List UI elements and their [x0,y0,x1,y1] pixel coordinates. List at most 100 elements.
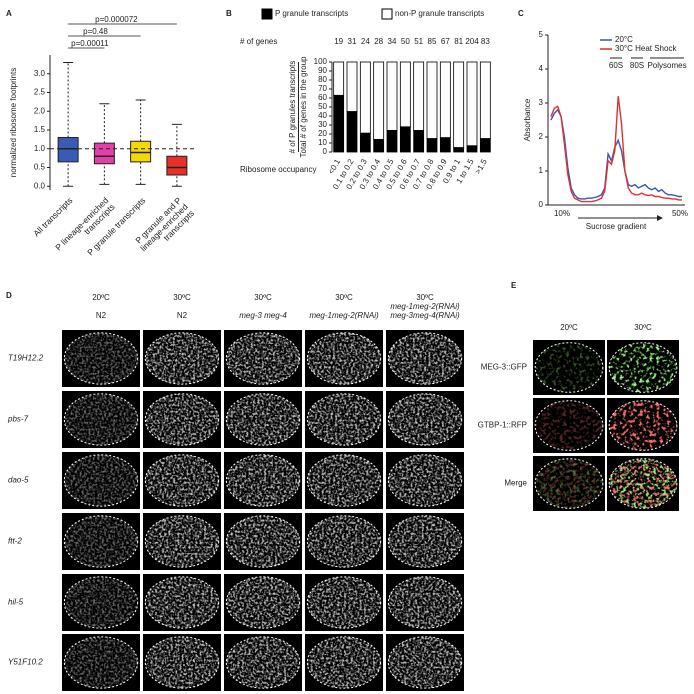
fraction-label: 80S [630,61,644,70]
embryo-outline [306,332,382,385]
bar-segment [479,61,491,139]
embryo-outline [387,393,463,446]
row-gene: T19H12.2 [8,354,44,363]
p-value: p=0.48 [83,27,108,36]
embryo-outline [63,576,139,629]
y-tick-label: 1.5 [34,125,46,134]
series-line [550,108,682,200]
bar-segment [413,61,425,131]
y-tick-label: 80 [318,75,327,84]
y-tick-label: 3 [539,98,544,107]
gene-count: 31 [348,37,357,46]
legend-label: 30°C Heat Shock [615,44,677,53]
gene-count: 19 [334,37,343,46]
embryo-outline [225,454,301,507]
embryo-outline [387,636,463,689]
panel-label: A [6,9,12,18]
box [130,140,152,163]
micrograph-signal [64,332,138,385]
legend-label: P granule transcripts [275,9,348,18]
y-tick-label: 1.0 [34,144,46,153]
column-genotype: N2 [96,311,107,320]
column-temperature: 20ºC [92,293,110,302]
micrograph-signal [388,515,462,568]
column-temperature: 30ºC [335,293,353,302]
micrograph-signal [609,458,677,509]
row-gene: pbs-7 [7,415,29,424]
series-line [550,96,682,203]
bar-segment [453,147,465,153]
y-tick-label: 2 [539,132,544,141]
gene-count: 85 [428,37,437,46]
bar-segment [399,126,411,153]
micrograph-signal [226,454,300,507]
embryo-outline [387,576,463,629]
y-axis-title: # of P granules transcripts [288,61,297,154]
embryo-outline [225,515,301,568]
micrograph-signal [64,454,138,507]
embryo-outline [63,332,139,385]
embryo-outline [144,636,220,689]
embryo-outline [225,393,301,446]
embryo-outline [534,342,604,393]
gene-count: 50 [401,37,410,46]
gene-count: 28 [374,37,383,46]
embryo-outline [387,332,463,385]
gene-count: 34 [388,37,397,46]
legend-label: non-P granule transcripts [395,9,484,18]
micrograph-signal [535,342,603,393]
x-axis-title: Ribosome occupancy [240,165,316,174]
embryo-outline [225,332,301,385]
micrograph-signal [535,400,603,451]
bar-segment [479,138,491,153]
micrograph-signal [609,400,677,451]
y-tick-label: 4 [539,64,544,73]
micrograph-signal [145,576,219,629]
bar-segment [359,132,371,153]
y-tick-label: 70 [318,84,327,93]
micrograph-signal [226,393,300,446]
gene-count: 204 [465,37,479,46]
embryo-outline [608,400,678,451]
bar-segment [333,94,345,153]
micrograph-signal [307,332,381,385]
micrograph-signal [64,576,138,629]
y-tick-label: 5 [539,30,544,39]
y-tick-label: 2.0 [34,106,46,115]
micrograph-signal [307,576,381,629]
bar-segment [386,61,398,131]
x-start-label: 10% [554,209,570,218]
y-axis-title: Absorbance [523,98,532,141]
embryo-outline [608,458,678,509]
bar-segment [426,61,438,139]
column-genotype: meg-1meg-2(RNAi) [390,302,460,311]
bar-segment [466,61,478,147]
gene-count: 81 [454,37,463,46]
micrograph-signal [64,636,138,689]
bar-segment [466,145,478,153]
column-genotype: meg-1meg-2(RNAi) [309,311,379,320]
p-value: p=0.000072 [95,15,138,24]
micrograph-signal [307,393,381,446]
micrograph-signal [64,515,138,568]
bar-segment [426,138,438,153]
bar-segment [413,129,425,153]
row-label: MEG-3::GFP [481,363,527,372]
panel-label: E [511,281,517,290]
gene-count: 83 [481,37,490,46]
embryo-outline [63,454,139,507]
bar-segment [386,129,398,153]
embryo-outline [144,393,220,446]
row-gene: hil-5 [8,598,24,607]
column-temperature: 20ºC [560,323,578,332]
embryo-outline [534,400,604,451]
embryo-outline [306,515,382,568]
y-tick-label: 3.0 [34,69,46,78]
micrograph-signal [64,393,138,446]
y-tick-label: 0 [539,200,544,209]
embryo-outline [225,636,301,689]
panel-label: B [226,9,232,18]
micrograph-signal [226,515,300,568]
